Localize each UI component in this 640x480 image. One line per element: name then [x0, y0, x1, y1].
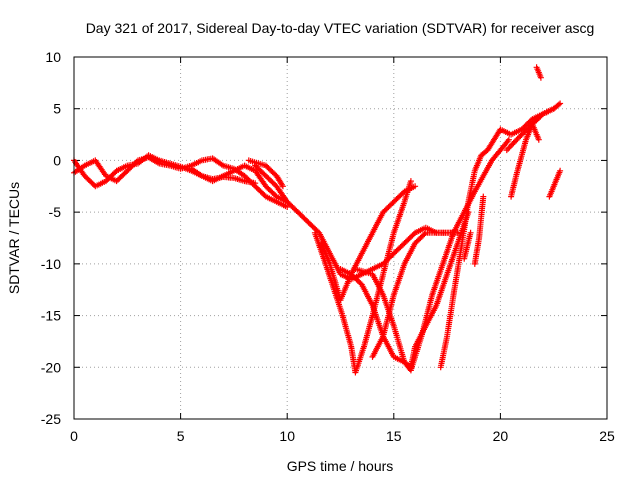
y-tick-label: -15 — [41, 308, 61, 324]
x-tick-label: 25 — [599, 428, 615, 444]
series-track-3 — [188, 165, 259, 187]
data-points — [71, 64, 564, 376]
y-tick-label: -20 — [41, 359, 61, 375]
series-track-17 — [546, 167, 564, 200]
x-tick-label: 20 — [493, 428, 509, 444]
y-tick-label: 0 — [53, 152, 61, 168]
y-axis-label: SDTVAR / TECUs — [6, 182, 22, 294]
y-tick-label: -25 — [41, 411, 61, 427]
series-track-5 — [245, 157, 286, 190]
grid — [74, 57, 607, 419]
plus-markers — [546, 167, 564, 200]
plus-markers — [461, 229, 474, 262]
y-tick-label: 10 — [45, 49, 61, 65]
series-track-13 — [471, 193, 487, 267]
x-tick-label: 5 — [177, 428, 185, 444]
plus-markers — [188, 165, 259, 187]
plus-markers — [352, 136, 512, 374]
y-tick-label: -5 — [49, 204, 62, 220]
y-tick-label: 5 — [53, 101, 61, 117]
plus-markers — [245, 157, 286, 190]
y-tick-label: -10 — [41, 256, 61, 272]
plus-markers — [71, 152, 291, 205]
plus-markers — [437, 105, 557, 371]
x-tick-label: 10 — [279, 428, 295, 444]
chart-title: Day 321 of 2017, Sidereal Day-to-day VTE… — [86, 20, 595, 36]
series-track-11 — [437, 105, 557, 371]
plus-markers — [503, 100, 564, 154]
x-tick-label: 0 — [70, 428, 78, 444]
plus-markers — [369, 229, 461, 360]
series-track-10 — [369, 229, 461, 360]
series-track-16 — [533, 64, 544, 81]
x-axis-label: GPS time / hours — [287, 458, 394, 474]
plus-markers — [471, 193, 487, 267]
plot-frame — [73, 56, 608, 420]
x-tick-label: 15 — [386, 428, 402, 444]
series-track-2 — [71, 152, 291, 205]
series-track-15 — [503, 100, 564, 154]
series-track-12 — [461, 229, 474, 262]
series-track-9 — [352, 136, 512, 374]
plus-markers — [533, 64, 544, 81]
